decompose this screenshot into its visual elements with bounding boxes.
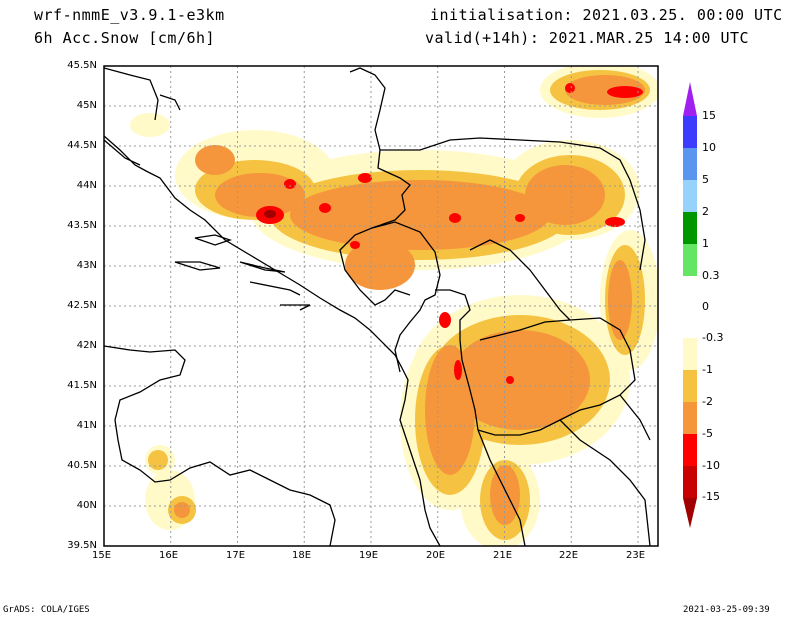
lon-label: 20E xyxy=(426,550,446,561)
lon-label: 15E xyxy=(92,550,112,561)
snow-field xyxy=(104,66,658,546)
footer-credit: GrADS: COLA/IGES xyxy=(3,605,90,615)
field-title: 6h Acc.Snow [cm/6h] xyxy=(34,29,216,47)
colorbar xyxy=(683,82,697,528)
footer-timestamp: 2021-03-25-09:39 xyxy=(683,605,770,615)
lat-label: 42N xyxy=(76,340,97,351)
lat-label: 40N xyxy=(76,500,97,511)
lon-label: 18E xyxy=(292,550,312,561)
colorbar-label: -10 xyxy=(702,459,720,472)
colorbar-bottom-arrow xyxy=(683,498,697,528)
lon-label: 21E xyxy=(493,550,513,561)
colorbar-label: 0.3 xyxy=(702,269,720,282)
colorbar-label: -1 xyxy=(702,363,713,376)
colorbar-label: 15 xyxy=(702,109,716,122)
lat-label: 41N xyxy=(76,420,97,431)
initialisation-time: initialisation: 2021.03.25. 00:00 UTC xyxy=(430,6,783,24)
snow-darkred-spots xyxy=(264,210,276,218)
colorbar-swatch xyxy=(683,370,697,402)
colorbar-swatch xyxy=(683,276,697,338)
lat-label: 45N xyxy=(76,100,97,111)
lat-label: 45.5N xyxy=(67,60,97,71)
colorbar-label: 5 xyxy=(702,173,709,186)
colorbar-label: -5 xyxy=(702,427,713,440)
colorbar-swatch xyxy=(683,244,697,276)
lat-label: 43N xyxy=(76,260,97,271)
lat-label: 44.5N xyxy=(67,140,97,151)
lon-label: 17E xyxy=(226,550,246,561)
lat-label: 44N xyxy=(76,180,97,191)
colorbar-swatch xyxy=(683,466,697,498)
colorbar-swatch xyxy=(683,148,697,180)
coastlines-borders xyxy=(104,67,651,546)
colorbar-swatch xyxy=(683,402,697,434)
lon-label: 23E xyxy=(626,550,646,561)
colorbar-swatch xyxy=(683,434,697,466)
colorbar-top-arrow xyxy=(683,82,697,116)
valid-time: valid(+14h): 2021.MAR.25 14:00 UTC xyxy=(425,29,750,47)
map-grid xyxy=(104,66,658,546)
lat-label: 39.5N xyxy=(67,540,97,551)
lat-label: 42.5N xyxy=(67,300,97,311)
colorbar-label: 1 xyxy=(702,237,709,250)
colorbar-swatch xyxy=(683,338,697,370)
colorbar-label: -0.3 xyxy=(702,331,724,344)
colorbar-label: -15 xyxy=(702,490,720,503)
colorbar-label: -2 xyxy=(702,395,713,408)
lon-label: 16E xyxy=(159,550,179,561)
colorbar-label: 0 xyxy=(702,300,709,313)
lat-label: 41.5N xyxy=(67,380,97,391)
lon-label: 22E xyxy=(559,550,579,561)
lon-label: 19E xyxy=(359,550,379,561)
colorbar-swatch xyxy=(683,212,697,244)
model-title: wrf-nmmE_v3.9.1-e3km xyxy=(34,6,225,24)
lat-label: 40.5N xyxy=(67,460,97,471)
colorbar-swatch xyxy=(683,180,697,212)
colorbar-label: 10 xyxy=(702,141,716,154)
map-frame xyxy=(103,65,659,547)
lat-label: 43.5N xyxy=(67,220,97,231)
colorbar-swatch xyxy=(683,116,697,148)
colorbar-label: 2 xyxy=(702,205,709,218)
